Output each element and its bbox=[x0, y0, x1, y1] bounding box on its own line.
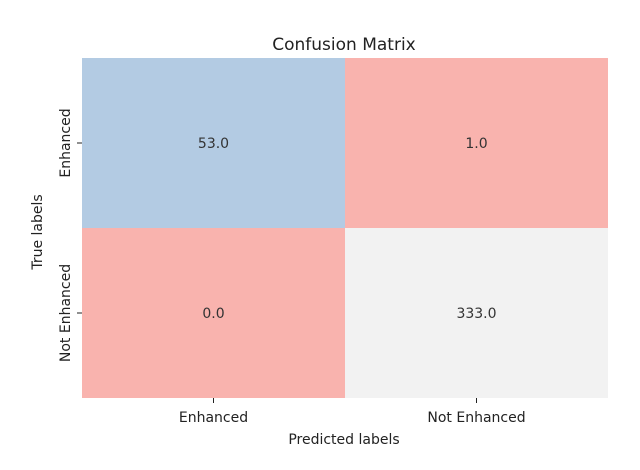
y-axis-label: True labels bbox=[30, 194, 46, 270]
cell-value-r1-c0: 0.0 bbox=[202, 306, 224, 322]
cell-value-r0-c0: 53.0 bbox=[198, 136, 229, 152]
heatmap-cell-r1-c1 bbox=[345, 228, 608, 398]
cell-value-r1-c1: 333.0 bbox=[456, 306, 496, 322]
heatmap-cells bbox=[82, 58, 608, 398]
heatmap-cell-r1-c0 bbox=[82, 228, 345, 398]
chart-title: Confusion Matrix bbox=[272, 35, 416, 55]
heatmap-cell-r0-c0 bbox=[82, 58, 345, 228]
cell-value-r0-c1: 1.0 bbox=[465, 136, 487, 152]
y-tick-label: Enhanced bbox=[58, 108, 74, 177]
x-tick-label: Enhanced bbox=[179, 410, 248, 426]
x-axis-label: Predicted labels bbox=[288, 432, 399, 448]
y-tick-label: Not Enhanced bbox=[58, 264, 74, 362]
heatmap-cell-r0-c1 bbox=[345, 58, 608, 228]
x-tick-label: Not Enhanced bbox=[427, 410, 525, 426]
cell-values: 53.0 1.0 0.0 333.0 bbox=[198, 136, 497, 322]
y-axis-ticks: Enhanced Not Enhanced bbox=[58, 108, 82, 362]
x-axis-ticks: Enhanced Not Enhanced bbox=[179, 398, 526, 426]
